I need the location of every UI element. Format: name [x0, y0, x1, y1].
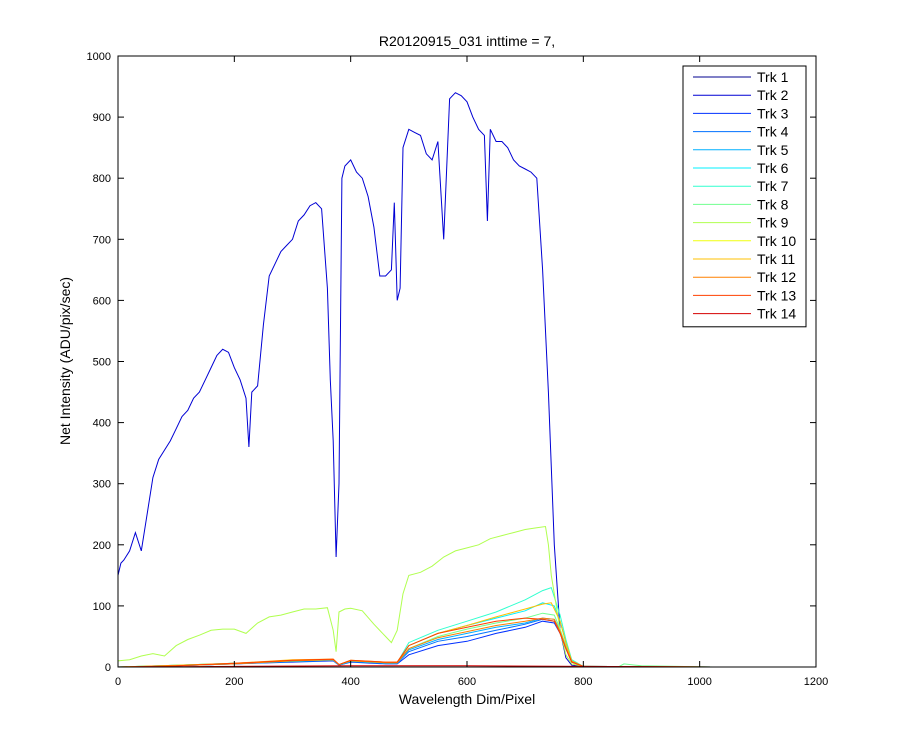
y-tick-label: 600 [93, 295, 111, 307]
y-tick-label: 1000 [87, 51, 111, 63]
legend-label-trk-13: Trk 13 [757, 287, 796, 303]
x-tick-label: 1200 [804, 676, 828, 688]
series-line-trk-12 [117, 617, 714, 668]
y-tick-label: 500 [93, 357, 111, 369]
legend-label-trk-2: Trk 2 [757, 87, 789, 103]
legend: Trk 1 Trk 2 Trk 3 Trk 4 Trk 5 Trk 6 Trk 7 Trk 8… [682, 65, 807, 328]
legend-label-trk-12: Trk 12 [757, 269, 796, 285]
y-tick-label: 400 [93, 418, 111, 430]
legend-label-trk-11: Trk 11 [757, 251, 795, 267]
x-axis-label: Wavelength Dim/Pixel [399, 691, 535, 707]
y-tick-label: 200 [93, 540, 111, 552]
x-tick-label: 1000 [687, 676, 711, 688]
series-line-trk-9 [117, 525, 713, 668]
legend-box [682, 65, 807, 328]
x-tick-label: 600 [458, 676, 476, 688]
y-tick-label: 300 [93, 479, 111, 491]
legend-label-trk-9: Trk 9 [757, 215, 789, 231]
y-tick-label: 900 [93, 112, 111, 124]
x-tick-label: 0 [115, 676, 121, 688]
x-tick-label: 800 [574, 676, 592, 688]
legend-label-trk-1: Trk 1 [757, 69, 789, 85]
series-line-trk-13 [117, 617, 714, 668]
legend-label-trk-6: Trk 6 [757, 160, 789, 176]
legend-label-trk-5: Trk 5 [757, 142, 789, 158]
chart-title: R20120915_031 inttime = 7, [379, 33, 555, 49]
legend-label-trk-8: Trk 8 [757, 196, 789, 212]
y-tick-label: 0 [105, 662, 111, 674]
x-tick-label: 400 [341, 676, 359, 688]
legend-label-trk-4: Trk 4 [757, 124, 789, 140]
y-tick-label: 700 [93, 234, 111, 246]
legend-label-trk-10: Trk 10 [757, 233, 796, 249]
y-tick-label: 100 [93, 601, 111, 613]
y-axis-label: Net Intensity (ADU/pix/sec) [57, 277, 73, 445]
legend-label-trk-7: Trk 7 [757, 178, 789, 194]
series-line-trk-2 [117, 92, 713, 668]
x-tick-label: 200 [225, 676, 243, 688]
legend-label-trk-3: Trk 3 [757, 105, 789, 121]
legend-label-trk-14: Trk 14 [757, 306, 796, 322]
y-tick-label: 800 [93, 173, 111, 185]
